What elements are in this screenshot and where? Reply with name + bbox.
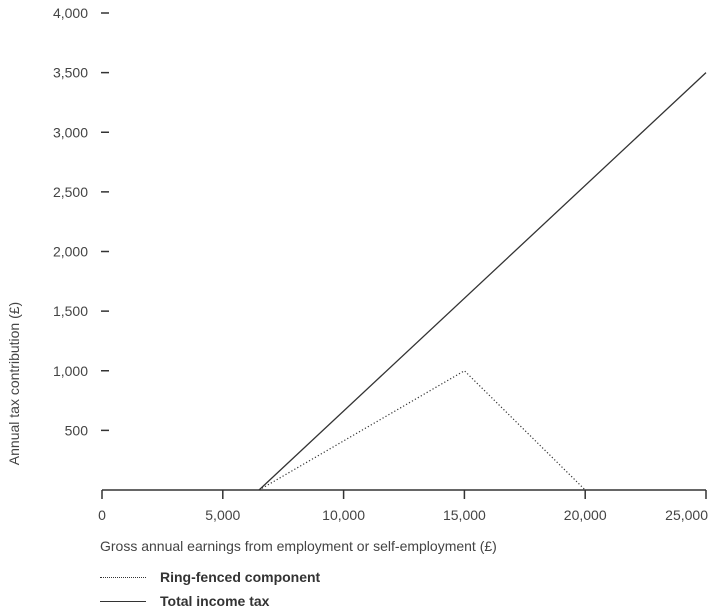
x-axis-title: Gross annual earnings from employment or… — [100, 538, 497, 554]
x-tick-label: 20,000 — [564, 507, 607, 523]
y-tick-label: 2,000 — [53, 244, 88, 260]
y-tick-label: 1,000 — [53, 363, 88, 379]
y-tick-label: 4,000 — [53, 5, 88, 21]
series-line-total-income-tax — [258, 72, 707, 491]
legend: Ring-fenced component Total income tax — [100, 565, 320, 613]
chart-canvas: 500 1,000 1,500 2,000 2,500 3,000 3,500 4,000 0… — [6, 5, 708, 554]
legend-item-total-tax: Total income tax — [100, 589, 320, 613]
x-tick-label: 5,000 — [205, 507, 240, 523]
y-tick-label: 3,000 — [53, 124, 88, 140]
x-tick-label: 0 — [98, 507, 106, 523]
legend-swatch-solid — [100, 600, 146, 602]
legend-swatch-dotted — [100, 576, 146, 578]
legend-label-total-tax: Total income tax — [160, 593, 270, 609]
y-tick-label: 1,500 — [53, 303, 88, 319]
x-tick-label: 10,000 — [322, 507, 365, 523]
y-axis-ticks: 500 1,000 1,500 2,000 2,500 3,000 3,500 4,000 — [53, 5, 109, 438]
y-tick-label: 2,500 — [53, 184, 88, 200]
legend-item-ring-fenced: Ring-fenced component — [100, 565, 320, 589]
y-axis-title: Annual tax contribution (£) — [6, 302, 22, 465]
series-line-ring-fenced — [258, 370, 586, 491]
x-tick-label: 25,000 — [665, 507, 708, 523]
legend-label-ring-fenced: Ring-fenced component — [160, 569, 321, 585]
y-tick-label: 3,500 — [53, 65, 88, 81]
series-lines — [258, 72, 707, 491]
x-tick-label: 15,000 — [443, 507, 486, 523]
x-axis-ticks: 0 5,000 10,000 15,000 20,000 25,000 — [98, 490, 708, 523]
y-tick-label: 500 — [65, 422, 89, 438]
